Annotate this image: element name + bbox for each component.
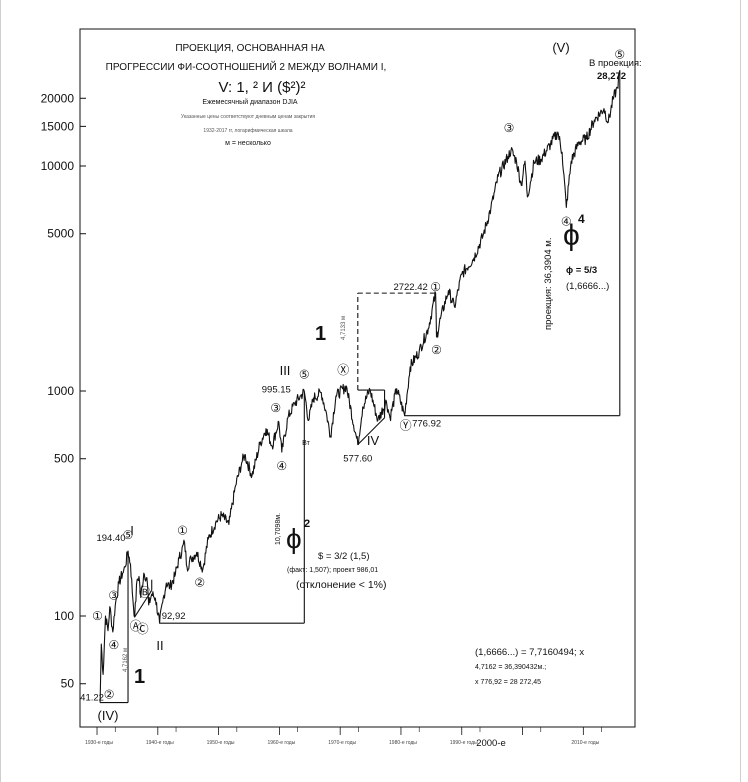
price-label: 92,92 [162,611,186,622]
axis-ticks: 50 100 500 1000 5000 10000 15000 20000 1930-е го… [41,91,602,746]
phi-value: (1,6666...) [566,281,609,292]
chart-title-line1: ПРОЕКЦИЯ, ОСНОВАННАЯ НА [175,43,325,54]
wave-III-deviation: (отклонение < 1%) [296,579,387,591]
phi4-exponent: 4 [578,212,585,226]
x-tick-label: 1930-е годы [85,740,113,746]
wave-circle-label: ⑤ [299,367,310,381]
wave-circle-label: ⑤ [123,528,134,542]
chart-note-prices: Указанные цены соответствуют дневным цен… [181,114,316,120]
phi-ratio: ϕ = 5/3 [566,265,597,276]
y-tick-label: 100 [54,609,74,623]
x-tick-label: 1940-е годы [146,740,174,746]
y-tick-label: 5000 [47,227,74,241]
wave-label-bt: Вт [302,440,310,447]
phi2-exponent: 2 [304,518,310,530]
wave-circle-label: ② [431,343,442,357]
y-tick-label: 15000 [41,119,75,133]
wave-labels: 194.40 995.15 2722.42 577.60 776.92 92,92 41.2… [80,40,625,723]
wave-circle-label: Ⓒ [137,622,149,636]
wave-label-II: II [156,638,163,653]
chart-subtitle: Ежемесячный диапазон DJIA [202,98,297,106]
wave-I-one-label: 1 [134,666,145,688]
chart-title-line2: ПРОГРЕССИИ ФИ-СООТНОШЕНИЙ 2 МЕЖДУ ВОЛНАМ… [106,60,387,73]
calc-line-1: (1,6666...) = 7,7160494; x [475,647,584,658]
wave-circle-label: ④ [276,459,287,473]
dashed-vertical-note: 4,7133 м [341,316,347,340]
wave-circle-label: Ⓑ [139,585,151,599]
dashed-one-label: 1 [315,323,326,345]
triangle-2-bottom [134,590,153,618]
wave-circle-label: ④ [108,638,119,652]
chart-note-m: м = несколько [225,140,271,147]
price-label: 2722.42 [393,282,427,293]
y-tick-label: 20000 [41,91,75,105]
wave-circle-label: ③ [504,121,515,135]
wave-circle-label: ① [430,280,441,294]
wave-I-vertical-note: 4,7162 м [123,648,129,672]
phi2-symbol: ϕ [286,523,302,554]
triangle-1-bottom [357,417,385,446]
wave-circle-label: ② [104,687,115,701]
plot-frame [79,28,636,728]
wave-circle-label: ① [177,524,188,538]
projection-label-1: В проекция: [589,58,642,69]
wave-circle-label: ④ [561,214,572,228]
wave-label-primary-IV: (IV) [98,708,119,723]
wave-circle-label: ① [92,609,103,623]
x-tick-label: 1960-е годы [267,740,295,746]
wave-label-I: I [130,523,134,538]
calc-line-3: x 776,92 = 28 272,45 [475,679,541,686]
projection-label-2: 28,272 [597,71,626,82]
wave-circle-label: ③ [270,401,281,415]
projection-vertical-note: проекция: 36,3904 м. [543,238,554,330]
series-group [99,70,621,703]
bottom-x-label: 2000-е [476,738,506,749]
y-tick-label: 500 [54,452,74,466]
x-tick-label: 2010-е годы [571,740,599,746]
price-label: 776.92 [412,419,441,430]
wave-label-IV: IV [367,433,380,448]
x-tick-label: 1950-е годы [207,740,235,746]
price-label: 577.60 [343,454,372,465]
wave-circle-label: Ⓧ [337,363,349,377]
y-tick-label: 1000 [47,384,74,398]
wave-III-fact: (факт: 1,507); проект 986,01 [287,567,378,574]
wave-circle-label: ② [194,575,205,589]
wave-circle-label: ③ [108,589,119,603]
chart-title-formula: V: 1, ² И ($²)² [219,79,306,96]
wave-circle-label: ⑤ [614,47,625,61]
series-line-djia [99,70,621,703]
y-tick-label: 10000 [41,159,75,173]
x-tick-label: 1980-е годы [389,740,417,746]
wave-III-vertical-note: 10,7098м. [275,513,282,545]
frame-right-border [740,0,741,782]
wave-circle-label: Ⓨ [400,419,412,433]
y-tick-label: 50 [61,677,75,691]
phi4-symbol: ϕ [563,219,580,252]
frame-left-border [0,0,1,782]
wave-guides [100,70,621,704]
wave-circle-label: Ⓐ [130,619,142,633]
wave-label-III: III [280,363,291,378]
wave-label-primary-V: (V) [552,40,569,55]
x-tick-label: 1990-е годы [450,740,478,746]
price-label: 995.15 [262,384,291,395]
price-label: 41.22 [80,693,104,704]
x-tick-label: 1970-е годы [328,740,356,746]
chart-note-scale: 1932-2017 гг, логарифмическая шкала [203,128,292,134]
calc-line-2: 4,7162 = 36,390432м.; [475,664,546,671]
wave-III-ratio: $ = 3/2 (1,5) [318,551,370,562]
price-label: 194.40 [96,533,125,544]
